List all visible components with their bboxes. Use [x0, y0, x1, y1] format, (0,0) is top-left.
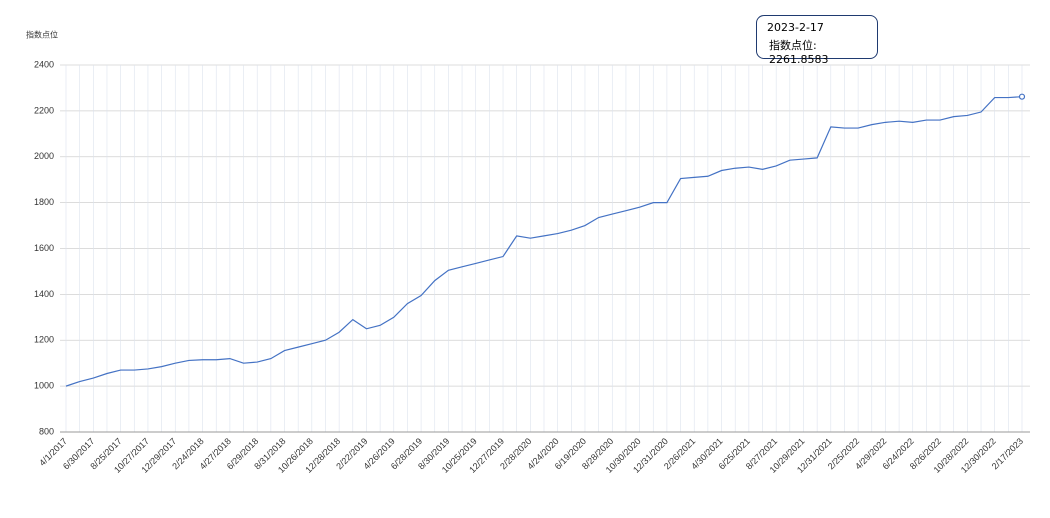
- tooltip-title: 2023-2-17: [767, 21, 824, 34]
- y-tick-label: 2000: [34, 151, 54, 161]
- y-tick-label: 800: [39, 426, 54, 436]
- highlight-point: [1018, 93, 1026, 100]
- y-tick-label: 1600: [34, 243, 54, 253]
- y-axis-title: 指数点位: [26, 30, 58, 40]
- y-tick-label: 1200: [34, 335, 54, 345]
- y-tick-label: 1000: [34, 381, 54, 391]
- line-series: [65, 96, 1023, 387]
- y-tick-label: 2400: [34, 59, 54, 69]
- tooltip: 2023-2-17 指数点位: 2261.8583: [756, 15, 878, 66]
- tooltip-text: 指数点位: 2261.8583: [769, 39, 829, 66]
- y-tick-label: 1400: [34, 289, 54, 299]
- y-tick-label: 1800: [34, 197, 54, 207]
- y-tick-label: 2200: [34, 105, 54, 115]
